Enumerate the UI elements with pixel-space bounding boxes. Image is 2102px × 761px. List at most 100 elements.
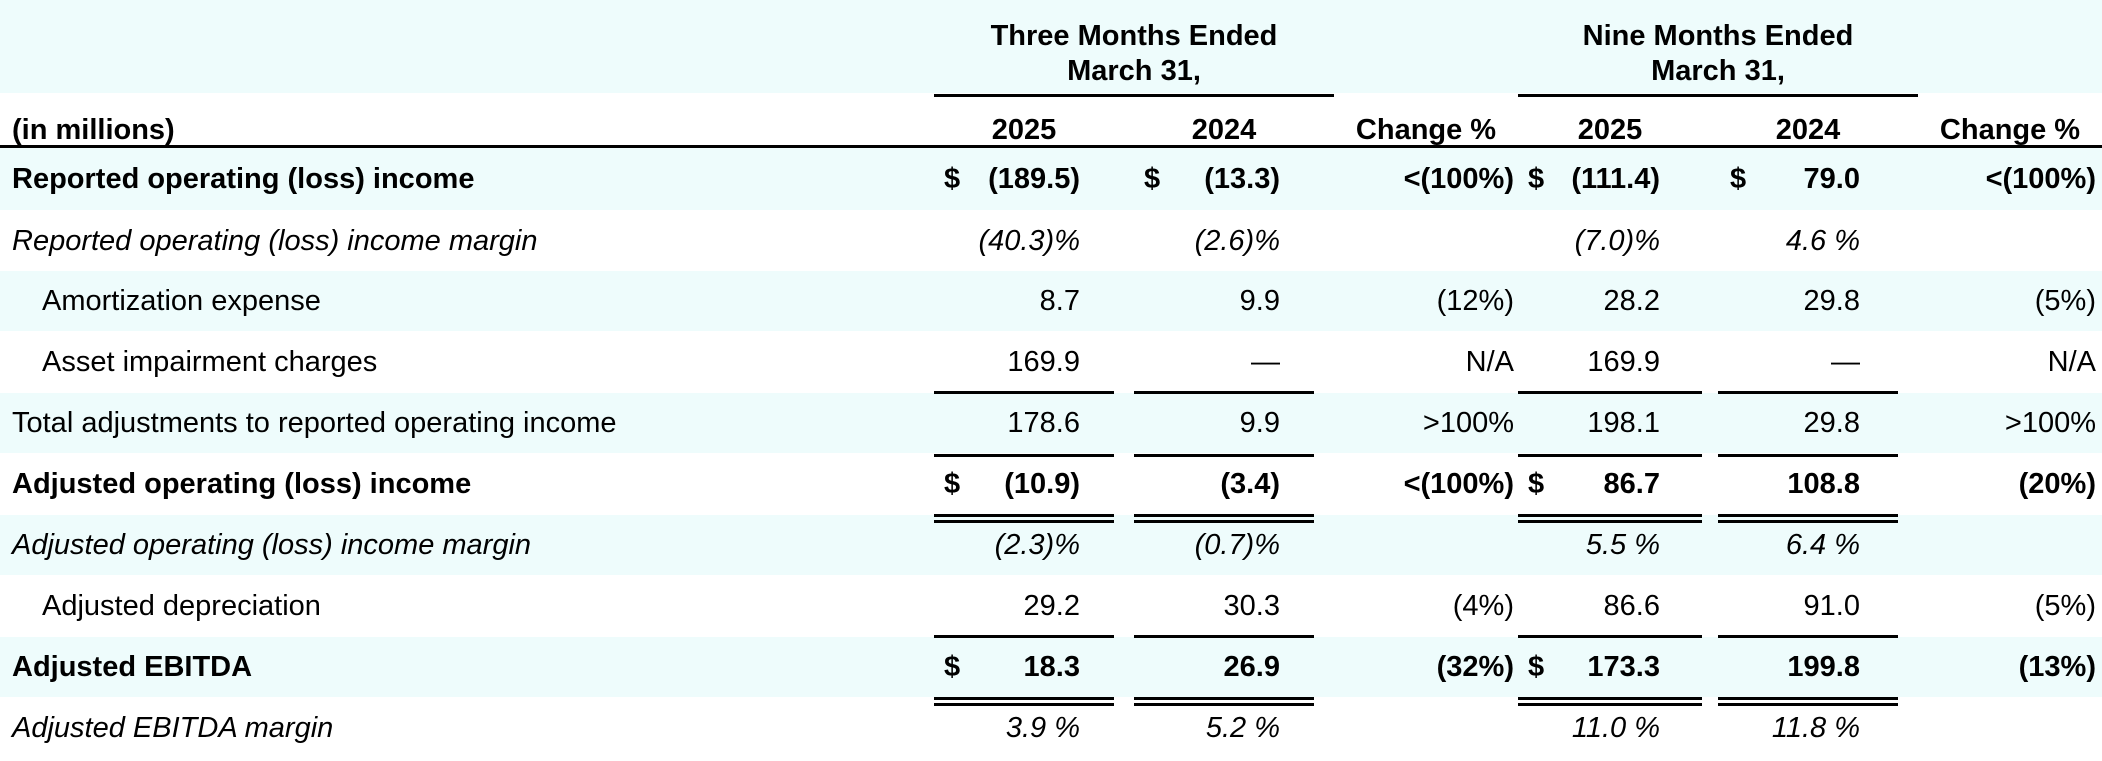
header-column-5: Change % bbox=[1939, 114, 2081, 146]
row-band bbox=[0, 515, 2102, 575]
currency-symbol: $ bbox=[944, 163, 961, 195]
value-cell: (5%) bbox=[2034, 285, 2096, 317]
value-cell: 9.9 bbox=[1239, 407, 1280, 439]
value-cell: 86.6 bbox=[1603, 590, 1660, 622]
subtotal-rule bbox=[934, 391, 1114, 394]
header-column-underline-2 bbox=[1518, 145, 1702, 148]
total-double-rule bbox=[1134, 514, 1314, 523]
value-cell: 4.6 % bbox=[1785, 224, 1860, 257]
total-double-rule bbox=[1718, 514, 1898, 523]
subtotal-rule bbox=[1134, 454, 1314, 457]
value-cell: 8.7 bbox=[1039, 285, 1080, 317]
value-cell: N/A bbox=[1465, 346, 1514, 378]
total-double-rule bbox=[1134, 697, 1314, 706]
row-label: Total adjustments to reported operating … bbox=[12, 407, 617, 439]
value-cell: (3.4) bbox=[1220, 468, 1280, 500]
row-band bbox=[0, 393, 2102, 453]
value-cell: 5.5 % bbox=[1585, 529, 1660, 561]
row-label: Amortization expense bbox=[42, 285, 321, 317]
total-double-rule bbox=[1518, 514, 1702, 523]
value-cell: 91.0 bbox=[1803, 590, 1860, 622]
header-column-underline-3 bbox=[1718, 145, 1898, 148]
total-double-rule bbox=[1518, 697, 1702, 706]
value-cell: (0.7)% bbox=[1194, 529, 1280, 561]
subtotal-rule bbox=[1134, 635, 1314, 638]
value-cell: 11.8 % bbox=[1771, 711, 1860, 744]
header-group-nine-rule bbox=[1518, 94, 1918, 97]
value-cell: (40.3)% bbox=[978, 224, 1080, 257]
value-cell: (32%) bbox=[1436, 651, 1514, 683]
header-column-2: Change % bbox=[1355, 114, 1497, 146]
value-cell: <(100%) bbox=[1403, 468, 1514, 500]
header-column-underline-1 bbox=[1134, 145, 1314, 148]
header-band bbox=[0, 0, 2102, 93]
value-cell: >100% bbox=[1422, 407, 1514, 439]
row-label: Adjusted EBITDA margin bbox=[12, 711, 334, 744]
value-cell: <(100%) bbox=[1403, 163, 1514, 195]
total-double-rule bbox=[934, 697, 1114, 706]
value-cell: — bbox=[1831, 346, 1860, 378]
header-group-nine-line2: March 31, bbox=[1651, 55, 1785, 87]
currency-symbol: $ bbox=[1528, 163, 1545, 195]
header-group-nine-line1: Nine Months Ended bbox=[1582, 20, 1854, 52]
value-cell: 11.0 % bbox=[1571, 711, 1660, 744]
value-cell: 108.8 bbox=[1787, 468, 1860, 500]
subtotal-rule bbox=[1134, 391, 1314, 394]
currency-symbol: $ bbox=[1528, 468, 1545, 500]
currency-symbol: $ bbox=[1730, 163, 1747, 195]
row-band bbox=[0, 637, 2102, 697]
row-band bbox=[0, 148, 2102, 210]
row-band bbox=[0, 271, 2102, 331]
value-cell: 30.3 bbox=[1223, 590, 1280, 622]
subtotal-rule bbox=[1518, 454, 1702, 457]
currency-symbol: $ bbox=[944, 468, 961, 500]
row-label: Adjusted operating (loss) income margin bbox=[12, 529, 532, 561]
value-cell: 5.2 % bbox=[1205, 711, 1280, 744]
value-cell: (2.3)% bbox=[994, 529, 1080, 561]
value-cell: 169.9 bbox=[1007, 346, 1080, 378]
value-cell: 28.2 bbox=[1603, 285, 1660, 317]
subtotal-rule bbox=[1718, 635, 1898, 638]
header-group-three-line1: Three Months Ended bbox=[990, 20, 1278, 52]
value-cell: 18.3 bbox=[1023, 651, 1080, 683]
value-cell: — bbox=[1251, 346, 1280, 378]
value-cell: (13%) bbox=[2018, 651, 2096, 683]
value-cell: (7.0)% bbox=[1574, 224, 1660, 257]
subtotal-rule bbox=[1718, 454, 1898, 457]
header-group-three-line2: March 31, bbox=[1067, 55, 1201, 87]
value-cell: (4%) bbox=[1452, 590, 1514, 622]
header-column-4: 2024 bbox=[1775, 114, 1841, 146]
value-cell: 178.6 bbox=[1007, 407, 1080, 439]
header-row-label: (in millions) bbox=[12, 114, 175, 146]
value-cell: 29.2 bbox=[1023, 590, 1080, 622]
value-cell: 198.1 bbox=[1587, 407, 1660, 439]
value-cell: (10.9) bbox=[1004, 468, 1080, 500]
currency-symbol: $ bbox=[1528, 651, 1545, 683]
value-cell: (2.6)% bbox=[1194, 224, 1280, 257]
value-cell: 9.9 bbox=[1239, 285, 1280, 317]
value-cell: 3.9 % bbox=[1005, 711, 1080, 744]
subtotal-rule bbox=[1518, 391, 1702, 394]
value-cell: >100% bbox=[2004, 407, 2096, 439]
row-label: Asset impairment charges bbox=[42, 346, 378, 378]
row-label: Adjusted operating (loss) income bbox=[12, 468, 472, 500]
row-label: Adjusted EBITDA bbox=[12, 651, 253, 683]
value-cell: 79.0 bbox=[1803, 163, 1860, 195]
header-column-underline-0 bbox=[934, 145, 1114, 148]
value-cell: 6.4 % bbox=[1785, 529, 1860, 561]
value-cell: (12%) bbox=[1436, 285, 1514, 317]
value-cell: <(100%) bbox=[1985, 163, 2096, 195]
value-cell: (189.5) bbox=[988, 163, 1080, 195]
subtotal-rule bbox=[934, 454, 1114, 457]
value-cell: 29.8 bbox=[1803, 407, 1860, 439]
value-cell: (5%) bbox=[2034, 590, 2096, 622]
header-column-1: 2024 bbox=[1191, 114, 1257, 146]
row-label: Reported operating (loss) income margin bbox=[12, 224, 538, 257]
value-cell: 26.9 bbox=[1223, 651, 1280, 683]
value-cell: N/A bbox=[2047, 346, 2096, 378]
total-double-rule bbox=[1718, 697, 1898, 706]
subtotal-rule bbox=[934, 635, 1114, 638]
header-column-0: 2025 bbox=[991, 114, 1057, 146]
value-cell: 169.9 bbox=[1587, 346, 1660, 378]
row-label: Adjusted depreciation bbox=[42, 590, 321, 622]
